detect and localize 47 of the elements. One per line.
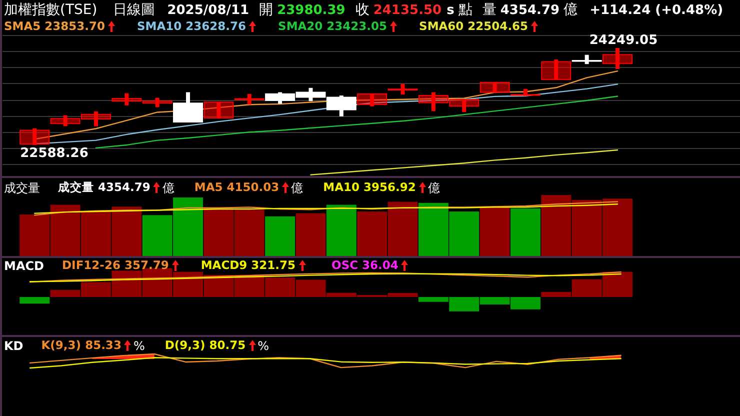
text: s (446, 2, 454, 18)
text: SMA5 23853.70 (4, 18, 106, 33)
text: SMA20 23423.05 (278, 18, 388, 33)
series-label: OSC 36.04 (332, 258, 398, 272)
text: 23980.39 (277, 2, 346, 18)
chart-title: MACD (4, 258, 44, 272)
text: 2025/08/11 (167, 2, 250, 18)
series-label: MACD9 321.75 (200, 258, 296, 272)
text: 量 (482, 2, 496, 18)
candlestick (388, 84, 418, 95)
text: % (133, 338, 145, 352)
candlestick (510, 88, 540, 96)
series-label: MA10 3956.92 (323, 180, 416, 194)
chart-title: 加權指數(TSE) (4, 2, 98, 18)
text: 開 (259, 2, 274, 18)
bar (265, 216, 296, 256)
series-label: K(9,3) 85.33 (41, 338, 122, 352)
text: 億 (564, 2, 578, 18)
text: 24135.50 (373, 2, 442, 18)
annotation: 24249.05 (589, 32, 658, 48)
series-label: D(9,3) 80.75 (164, 338, 246, 352)
text: 點 (458, 2, 472, 18)
text: % (258, 338, 270, 352)
bar (296, 213, 326, 256)
series-label: 成交量 4354.79 (58, 180, 150, 194)
chart-title: KD (4, 338, 24, 352)
text: 4354.79 (500, 2, 560, 18)
candlestick (204, 102, 234, 119)
text: 億 (428, 180, 440, 194)
chart-title: 成交量 (4, 180, 40, 194)
candlestick (418, 92, 448, 112)
text: 億 (162, 180, 174, 194)
bar (20, 297, 50, 304)
text: 億 (291, 180, 304, 194)
bar (510, 208, 540, 256)
chart-subtitle: 日線圖 (113, 2, 156, 18)
series-label: DIF12-26 357.79 (62, 258, 169, 272)
bar (326, 204, 356, 256)
series-label: MA5 4150.03 (194, 180, 280, 194)
text: SMA10 23628.76 (137, 18, 246, 33)
annotation: 22588.26 (20, 146, 88, 162)
bar (480, 207, 510, 256)
candlestick (572, 54, 602, 64)
text: SMA60 22504.65 (419, 18, 528, 33)
text: 收 (355, 2, 370, 18)
text: +114.24 (+0.48%) (590, 2, 724, 18)
candlestick (480, 82, 510, 93)
